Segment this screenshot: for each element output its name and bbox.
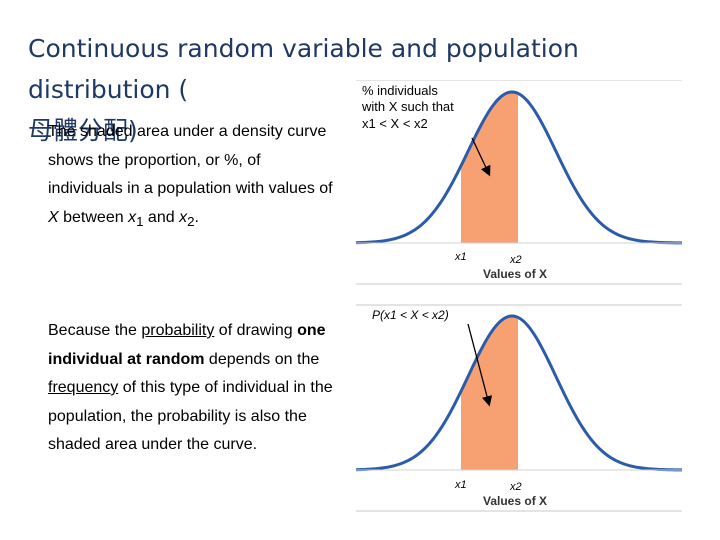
p2-text-c: depends on the	[204, 350, 320, 368]
p1-var-x: X	[48, 208, 59, 226]
p1-and: and	[143, 208, 180, 226]
p2-probability-link: probability	[141, 322, 215, 339]
p2-text-a: Because the	[48, 322, 142, 339]
p1-x1-base: x	[128, 208, 137, 226]
p1-x1-sub: 1	[136, 213, 144, 229]
x2-tick-label: x2	[509, 254, 522, 266]
density-curve	[356, 314, 682, 472]
axis-label: Values of X	[483, 494, 547, 508]
density-curve	[356, 90, 682, 245]
annotation-arrow	[471, 137, 491, 177]
density-explanation-paragraph: The shaded area under a density curve sh…	[48, 118, 338, 236]
annotation-line-2: with X such that	[361, 99, 454, 114]
p1-text-a: The shaded area under a density curve sh…	[48, 123, 333, 197]
annotation-line-1: % individuals	[362, 83, 438, 98]
x2-tick-label: x2	[509, 481, 522, 493]
p2-bold-phrase: one individual at random	[48, 322, 326, 368]
title-line-2: 母體分配)	[28, 116, 138, 145]
shaded-area	[461, 316, 518, 470]
probability-annotation: P(x1 < X < x2)	[372, 308, 449, 322]
p1-period: .	[194, 208, 199, 226]
p1-text-b: between	[58, 208, 129, 226]
x1-tick-label: x1	[454, 251, 467, 263]
p2-text-d: of this type of individual in the popula…	[48, 379, 333, 453]
shaded-area	[461, 92, 518, 243]
p2-frequency-link: frequency	[48, 379, 119, 396]
axis-label: Values of X	[483, 267, 547, 281]
slide-title: Continuous random variable and populatio…	[28, 28, 708, 151]
title-line-1: Continuous random variable and populatio…	[28, 34, 579, 104]
annotation-line-3: x1 < X < x2	[362, 116, 428, 131]
density-curve-figure-bottom: P(x1 < X < x2) x1 x2 Values of X	[356, 304, 682, 512]
x1-tick-label: x1	[454, 479, 467, 491]
density-curve-figure-top: % individuals with X such that x1 < X < …	[356, 80, 682, 285]
p1-x2-sub: 2	[187, 213, 195, 229]
annotation-arrow	[467, 323, 493, 407]
probability-explanation-paragraph: Because the probability of drawing one i…	[48, 317, 338, 460]
p2-text-b: of drawing	[214, 322, 298, 339]
p1-x2-base: x	[179, 208, 188, 226]
